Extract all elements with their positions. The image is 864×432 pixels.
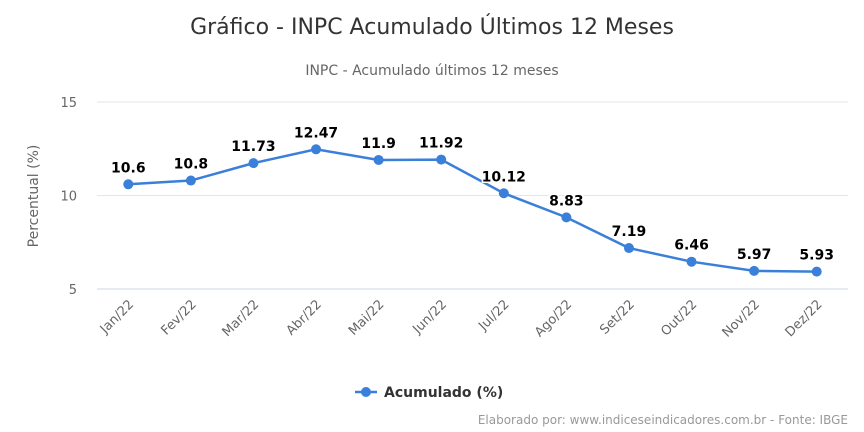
data-point[interactable] xyxy=(811,266,822,277)
data-label: 5.93 xyxy=(799,248,834,264)
x-tick-label: Jan/22 xyxy=(97,297,137,337)
x-tick-label: Set/22 xyxy=(597,297,638,338)
data-point[interactable] xyxy=(686,256,697,267)
legend-marker xyxy=(361,387,371,397)
x-tick-label: Abr/22 xyxy=(284,297,325,338)
x-tick-label: Jul/22 xyxy=(475,297,512,334)
data-point[interactable] xyxy=(623,243,634,254)
x-tick-label: Fev/22 xyxy=(158,297,199,338)
x-tick-label: Dez/22 xyxy=(783,297,826,340)
data-point[interactable] xyxy=(248,158,259,169)
series-line xyxy=(128,148,817,273)
x-tick-label: Mai/22 xyxy=(346,297,388,339)
data-label: 11.73 xyxy=(231,139,275,155)
data-label: 5.97 xyxy=(737,247,772,263)
data-label: 6.46 xyxy=(674,238,709,254)
data-label: 8.83 xyxy=(549,193,584,209)
data-point[interactable] xyxy=(561,212,572,223)
x-tick-label: Out/22 xyxy=(658,297,700,339)
x-tick-label: Jun/22 xyxy=(410,297,450,337)
chart-subtitle: INPC - Acumulado últimos 12 meses xyxy=(305,63,558,79)
data-label: 10.6 xyxy=(111,160,146,176)
data-label: 12.47 xyxy=(294,125,338,141)
legend-label: Acumulado (%) xyxy=(384,385,503,401)
y-tick-label: 15 xyxy=(60,96,77,111)
data-point[interactable] xyxy=(498,188,509,199)
data-label: 11.9 xyxy=(361,136,396,152)
data-point[interactable] xyxy=(185,175,196,186)
data-label: 10.8 xyxy=(174,157,209,173)
y-axis-label: Percentual (%) xyxy=(26,145,42,248)
chart-title: Gráfico - INPC Acumulado Últimos 12 Mese… xyxy=(190,14,674,40)
data-point[interactable] xyxy=(373,154,384,165)
data-label: 7.19 xyxy=(612,224,647,240)
data-point[interactable] xyxy=(436,154,447,165)
x-tick-label: Ago/22 xyxy=(532,297,575,340)
x-tick-label: Mar/22 xyxy=(220,297,263,340)
data-point[interactable] xyxy=(123,179,134,190)
legend-item[interactable]: Acumulado (%) xyxy=(355,385,503,401)
y-tick-label: 5 xyxy=(69,283,77,298)
data-point[interactable] xyxy=(749,265,760,276)
y-tick-label: 10 xyxy=(60,190,77,205)
data-label: 11.92 xyxy=(419,136,463,152)
data-label: 10.12 xyxy=(482,169,526,185)
x-tick-label: Nov/22 xyxy=(720,297,763,340)
data-point[interactable] xyxy=(311,144,322,155)
credits[interactable]: Elaborado por: www.indiceseindicadores.c… xyxy=(478,413,848,427)
